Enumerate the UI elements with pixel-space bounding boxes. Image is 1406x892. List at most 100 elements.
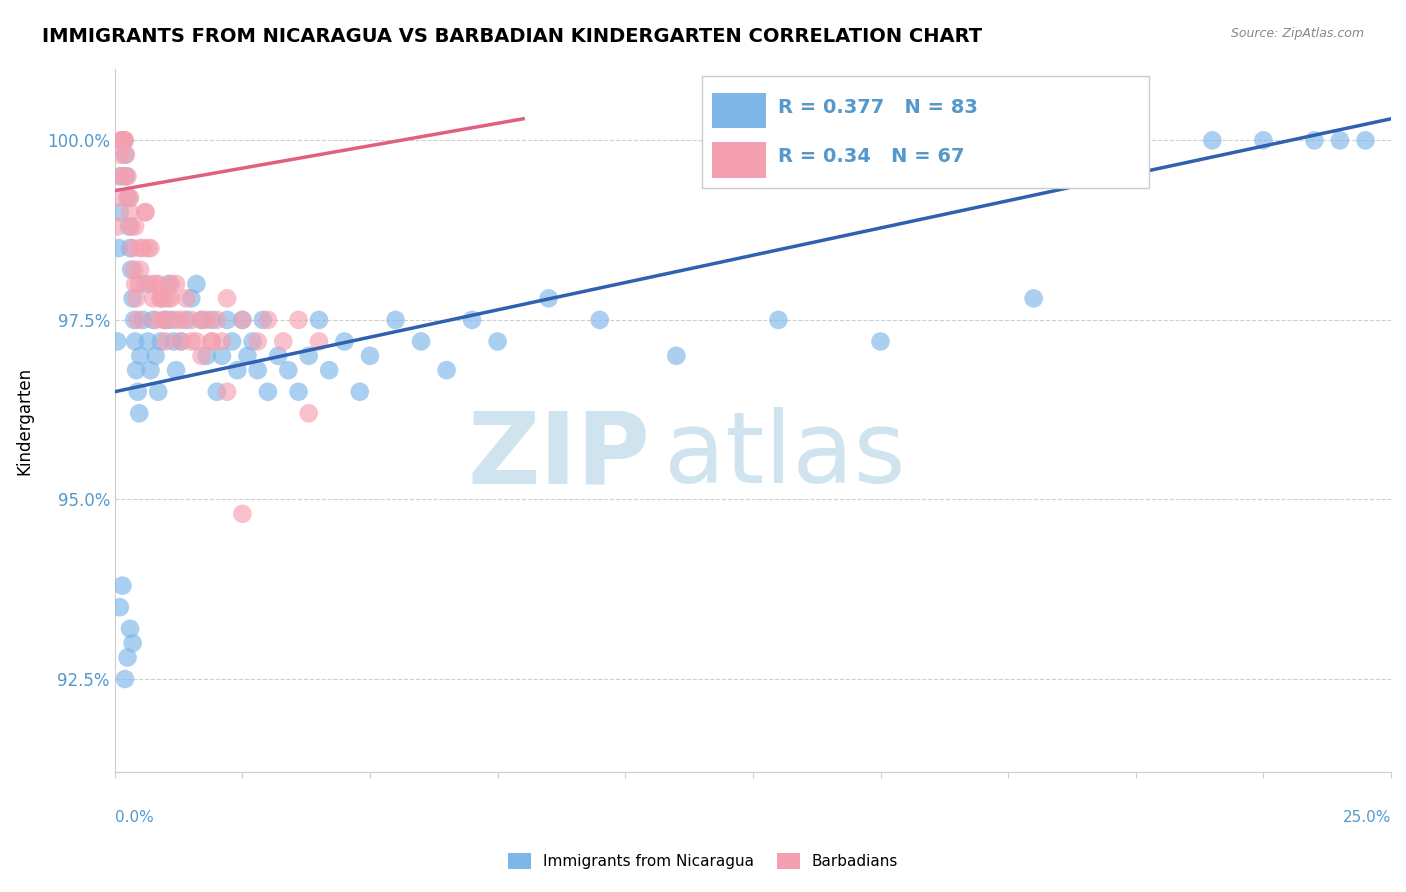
Point	[120, 191, 142, 205]
Point	[226, 363, 249, 377]
Point	[215, 384, 238, 399]
Point	[149, 334, 172, 349]
Point	[869, 334, 891, 349]
Point	[277, 363, 299, 377]
Point	[215, 313, 238, 327]
Point	[105, 334, 128, 349]
Point	[118, 219, 141, 234]
Point	[170, 334, 193, 349]
Point	[128, 277, 150, 291]
Point	[108, 600, 131, 615]
Point	[120, 262, 142, 277]
Point	[170, 334, 193, 349]
Point	[461, 313, 484, 327]
Point	[384, 313, 406, 327]
Point	[205, 313, 228, 327]
Point	[117, 169, 139, 184]
Point	[211, 349, 233, 363]
Point	[120, 205, 142, 219]
Point	[139, 241, 162, 255]
Point	[349, 384, 371, 399]
Point	[157, 291, 180, 305]
Point	[190, 313, 212, 327]
Text: Source: ZipAtlas.com: Source: ZipAtlas.com	[1230, 27, 1364, 40]
Point	[1201, 133, 1223, 147]
Point	[1022, 291, 1045, 305]
Point	[195, 313, 218, 327]
Point	[180, 291, 202, 305]
Point	[165, 277, 187, 291]
Point	[162, 334, 184, 349]
Point	[111, 133, 134, 147]
Point	[118, 191, 141, 205]
Point	[134, 205, 156, 219]
Point	[117, 191, 139, 205]
Point	[298, 349, 321, 363]
Point	[160, 277, 183, 291]
Point	[201, 334, 224, 349]
Point	[308, 313, 330, 327]
Point	[105, 219, 128, 234]
Point	[170, 313, 193, 327]
Point	[139, 363, 162, 377]
Point	[246, 334, 269, 349]
Point	[115, 169, 138, 184]
Point	[190, 313, 212, 327]
Point	[231, 507, 253, 521]
Point	[146, 277, 169, 291]
Point	[121, 241, 143, 255]
Point	[155, 313, 177, 327]
Point	[132, 241, 155, 255]
Point	[121, 636, 143, 650]
Point	[318, 363, 340, 377]
Point	[145, 349, 167, 363]
Point	[665, 349, 688, 363]
Point	[152, 291, 174, 305]
Point	[155, 334, 177, 349]
Point	[257, 313, 280, 327]
Y-axis label: Kindergarten: Kindergarten	[15, 367, 32, 475]
Point	[287, 384, 309, 399]
Legend: Immigrants from Nicaragua, Barbadians: Immigrants from Nicaragua, Barbadians	[502, 847, 904, 875]
Point	[768, 313, 790, 327]
Point	[155, 313, 177, 327]
Point	[205, 384, 228, 399]
Point	[298, 406, 321, 420]
Point	[120, 622, 142, 636]
Point	[190, 349, 212, 363]
Point	[108, 205, 131, 219]
Point	[1303, 133, 1326, 147]
Point	[201, 334, 224, 349]
Point	[125, 291, 148, 305]
Point	[231, 313, 253, 327]
Point	[111, 579, 134, 593]
Point	[149, 291, 172, 305]
Point	[132, 313, 155, 327]
Point	[110, 169, 132, 184]
Point	[409, 334, 432, 349]
Point	[114, 672, 136, 686]
Point	[252, 313, 274, 327]
Point	[136, 334, 159, 349]
Point	[127, 384, 149, 399]
Point	[146, 384, 169, 399]
Point	[246, 363, 269, 377]
Text: 25.0%: 25.0%	[1343, 810, 1391, 825]
Point	[308, 334, 330, 349]
Text: IMMIGRANTS FROM NICARAGUA VS BARBADIAN KINDERGARTEN CORRELATION CHART: IMMIGRANTS FROM NICARAGUA VS BARBADIAN K…	[42, 27, 983, 45]
Point	[114, 133, 136, 147]
FancyBboxPatch shape	[702, 76, 1149, 188]
Point	[1125, 133, 1147, 147]
Point	[145, 277, 167, 291]
Point	[1354, 133, 1376, 147]
Point	[134, 277, 156, 291]
Point	[287, 313, 309, 327]
Point	[215, 291, 238, 305]
Point	[120, 241, 142, 255]
Text: atlas: atlas	[664, 407, 905, 504]
Point	[120, 219, 142, 234]
Point	[186, 334, 208, 349]
Point	[174, 291, 197, 305]
Point	[129, 349, 152, 363]
Point	[108, 191, 131, 205]
